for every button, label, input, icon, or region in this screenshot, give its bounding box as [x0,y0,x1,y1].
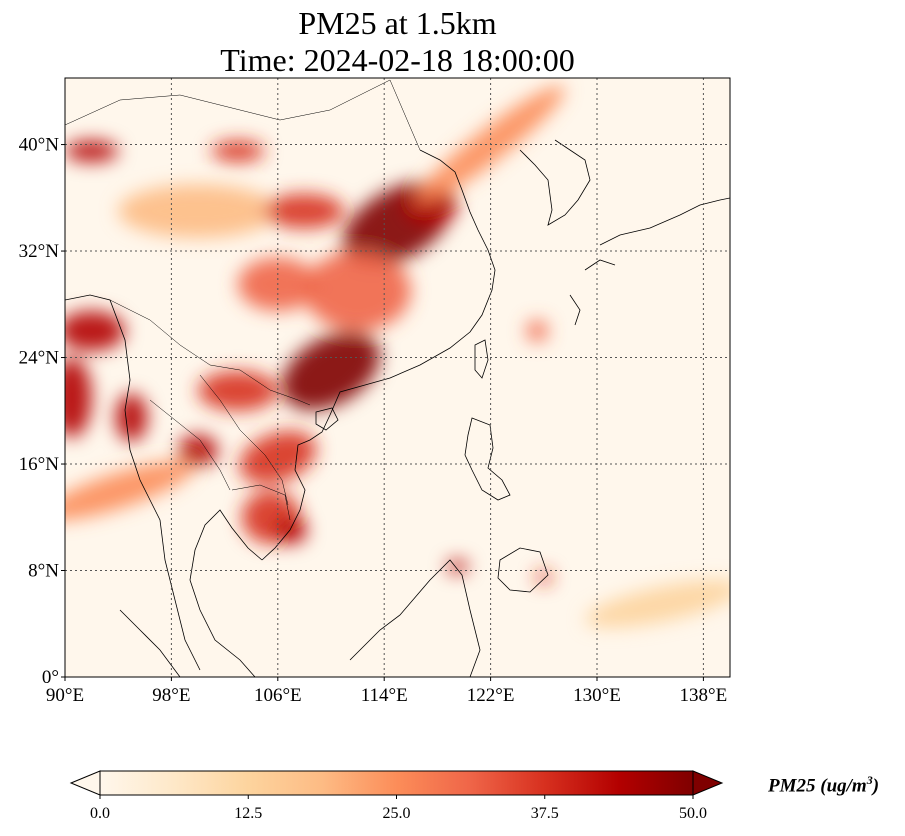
colorbar-ticks: 0.0 12.5 25.0 37.5 50.0 [90,795,707,822]
plume-philippines-east [535,570,552,584]
country-borders [65,79,421,521]
coastlines [65,139,730,677]
coastline-korea [519,139,591,226]
lat-tick-label: 24°N [19,348,60,369]
coastline-borneo [349,559,481,677]
map-background [65,78,730,677]
colorbar-tick-label: 37.5 [531,805,559,822]
lat-tick-label: 8°N [28,561,59,582]
colorbar-extend-max [692,770,724,796]
plume-yunnan-laos [198,370,278,411]
map-area [65,78,730,677]
plume-myanmar-west [65,357,92,438]
colorbar-tick-label: 50.0 [679,805,707,822]
plume-central-china [304,251,411,331]
coastline-mindanao [497,547,549,593]
coastline-indochina [65,294,201,671]
colorbar-extend-min [69,770,101,796]
coastline-gulf-thailand [189,509,263,677]
plume-mindanao [446,559,468,574]
lat-tick-label: 0° [42,667,59,688]
lat-ticks: 0° 8°N 16°N 24°N 32°N 40°N [19,135,65,688]
map-frame [64,77,731,678]
lat-tick-label: 16°N [19,454,60,475]
lon-tick-label: 98°E [152,685,190,706]
coastline-sumatra [119,609,181,677]
map-title: PM25 at 1.5km [298,5,497,41]
coastline-japan [569,197,730,326]
colorbar-tick-label: 0.0 [90,805,110,822]
border-vietnam-laos [199,374,289,506]
plume-west-plume [65,460,195,521]
lon-tick-label: 106°E [254,685,302,706]
coastline-hainan [315,407,339,431]
plume-mekong-delta [275,517,308,544]
border-cambodia [231,484,291,521]
plume-north-arc [118,184,278,238]
colorbar-label: PM25 (ug/m3) [768,773,880,797]
colorbar-tick-label: 12.5 [234,805,262,822]
lon-tick-label: 130°E [573,685,621,706]
border-china-south [109,299,311,406]
plume-myanmar-central [115,393,148,442]
lat-tick-label: 40°N [19,135,60,156]
plume-myanmar-north [65,310,125,351]
plume-gobi-west [65,140,119,162]
colorbar-tick-label: 25.0 [383,805,411,822]
plume-pacific-band [585,580,730,628]
plume-loess-plateau [264,193,345,229]
lon-tick-label: 90°E [46,685,84,706]
lon-tick-label: 114°E [361,685,408,706]
plume-taiwan-east [526,320,548,342]
gridlines [65,78,730,677]
pm25-field [65,85,730,628]
border-thailand [149,399,231,491]
coastline-china [261,149,496,561]
coastline-taiwan [474,339,489,379]
colorbar-gradient [99,770,694,796]
plume-laos-vietnam [239,431,317,484]
lon-ticks: 90°E 98°E 106°E 114°E 122°E 130°E 138°E [46,677,727,706]
border-china-north [65,79,421,151]
map-subtitle: Time: 2024-02-18 18:00:00 [220,42,575,78]
plume-guangxi-guangdong [282,331,380,411]
lon-tick-label: 122°E [467,685,515,706]
coastline-luzon [464,417,511,501]
lon-tick-label: 138°E [680,685,728,706]
plume-inner-mongolia [211,140,265,162]
lat-tick-label: 32°N [19,241,60,262]
plume-thailand-east [178,434,218,467]
colorbar: 0.0 12.5 25.0 37.5 50.0 [69,770,724,822]
